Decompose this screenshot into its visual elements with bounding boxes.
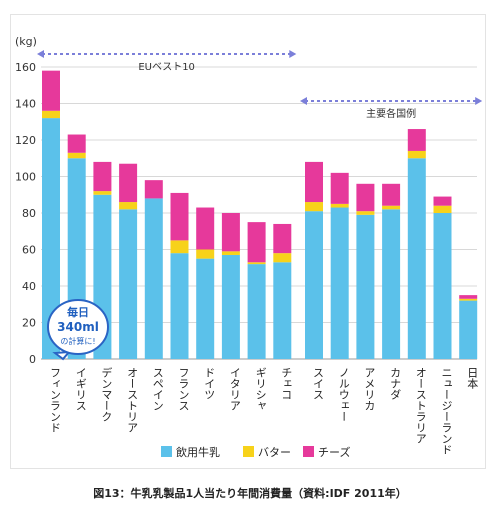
legend-label-0: 飲用牛乳 [176,445,220,459]
y-tick-label-60: 60 [22,244,36,257]
x-tick-label-16: 日本 [466,367,479,390]
x-tick-label-10: スイス [312,367,325,400]
bar-16-series-0 [459,300,478,359]
x-tick-label-2: デンマーク [100,366,113,422]
bar-15-series-2 [433,196,452,206]
x-tick-label-13: カナダ [389,367,402,400]
bar-16-series-1 [459,298,478,301]
bar-14-series-2 [407,129,426,151]
bar-7-series-0 [221,254,240,359]
bar-14-series-0 [407,158,426,359]
bar-14-series-1 [407,150,426,159]
bar-8-series-0 [247,264,266,359]
bar-13-series-1 [382,205,401,210]
figure-caption: 図13：牛乳乳製品1人当たり年間消費量（資料:IDF 2011年） [93,487,407,500]
bar-7-series-2 [221,213,240,252]
x-tick-label-0: フィンランド [49,367,62,433]
bar-0-series-1 [42,110,60,119]
bar-5-series-2 [170,192,189,241]
bar-13-series-2 [382,183,401,206]
annotation-line-1: 毎日 [67,305,89,319]
bar-3-series-1 [119,202,138,210]
legend-label-1: バター [258,446,291,459]
legend-swatch-0 [161,446,172,457]
y-tick-label-80: 80 [22,207,36,220]
x-tick-label-8: ギリシャ [254,367,267,411]
bar-15-series-0 [433,213,452,359]
x-tick-label-14: オーストラリア [414,367,427,444]
bar-11-series-1 [330,203,349,208]
group-label-0: EUベスト10 [138,61,195,73]
bar-8-series-1 [247,262,266,265]
y-unit-label: (kg) [15,35,37,48]
bar-11-series-0 [330,207,349,359]
bar-12-series-1 [356,211,375,215]
bar-1-series-1 [67,152,86,159]
y-tick-label-120: 120 [15,134,36,147]
group-arrow-head-left-1 [300,97,307,105]
bar-12-series-2 [356,183,375,212]
y-tick-label-140: 140 [15,98,36,111]
x-tick-label-11: ノルウェー [337,367,350,422]
x-tick-label-1: イギリス [74,367,87,411]
y-tick-label-160: 160 [15,61,36,74]
bar-3-series-2 [119,163,138,203]
x-tick-label-9: チェコ [280,367,293,400]
y-tick-label-40: 40 [22,280,36,293]
bar-10-series-2 [305,161,323,203]
bar-7-series-1 [221,251,240,255]
bar-4-series-0 [144,198,163,359]
x-tick-label-3: オーストリア [126,367,139,433]
bar-0-series-2 [42,70,60,111]
bar-16-series-2 [459,295,478,299]
group-label-1: 主要各国例 [366,107,416,120]
x-tick-label-7: イタリア [228,367,241,411]
bar-1-series-2 [67,134,86,153]
bar-9-series-1 [273,253,292,263]
bar-13-series-0 [382,209,401,359]
y-tick-label-20: 20 [22,317,36,330]
bar-2-series-2 [93,161,112,192]
x-tick-label-12: アメリカ [363,367,376,411]
bar-8-series-2 [247,222,266,263]
bar-0-series-0 [42,118,60,359]
chart-frame: 0 20 40 60 80 100 120 140 160 (kg) EUベスト10 主要各国例フィン… [10,14,486,469]
legend-swatch-1 [243,446,254,457]
annotation-tail [52,350,72,361]
stacked-bar-chart: 0 20 40 60 80 100 120 140 160 (kg) EUベスト10 主要各国例フィン… [15,35,483,459]
x-tick-label-4: スペイン [151,367,164,411]
bar-5-series-1 [170,240,189,254]
bar-6-series-1 [196,249,215,259]
y-tick-label-100: 100 [15,171,36,184]
bar-2-series-1 [93,191,112,195]
bar-6-series-0 [196,258,215,359]
bar-15-series-1 [433,205,452,213]
bar-5-series-0 [170,253,189,359]
group-arrow-head-right-1 [475,97,483,105]
group-arrow-head-right-0 [289,50,297,58]
x-tick-label-15: ニュージーランド [440,367,453,455]
bar-4-series-2 [144,180,163,199]
bar-3-series-0 [119,209,138,359]
bar-10-series-0 [305,211,323,359]
y-tick-label-0: 0 [29,353,36,366]
x-tick-label-5: フランス [177,367,190,411]
annotation-bubble [47,299,109,355]
bar-6-series-2 [196,207,215,250]
x-tick-label-6: ドイツ [203,367,216,400]
legend-label-2: チーズ [318,445,350,459]
legend-swatch-2 [303,446,314,457]
bar-11-series-2 [330,172,349,204]
bar-12-series-0 [356,214,375,359]
bar-10-series-1 [305,202,323,212]
annotation-line-2: 340ml [57,320,99,334]
bar-9-series-2 [273,223,292,254]
group-arrow-head-left-0 [37,50,44,58]
annotation-line-3: の計算に! [60,336,95,346]
bar-9-series-0 [273,262,292,359]
